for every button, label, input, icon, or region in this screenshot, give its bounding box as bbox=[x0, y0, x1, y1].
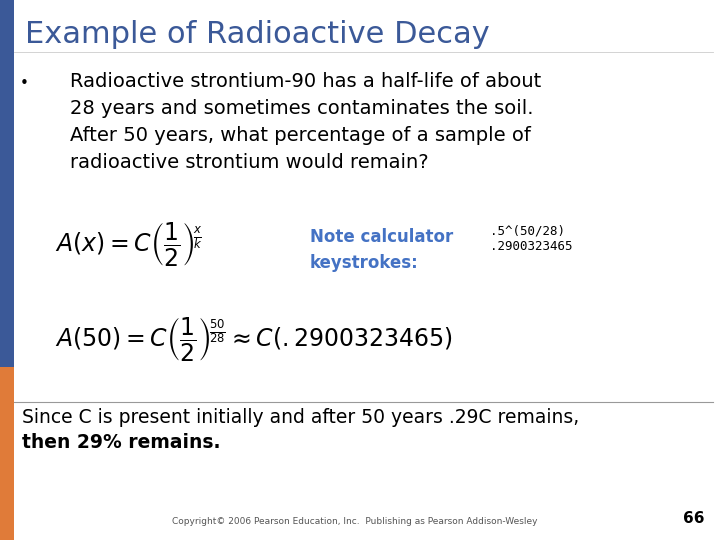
Text: Copyright© 2006 Pearson Education, Inc.  Publishing as Pearson Addison-Wesley: Copyright© 2006 Pearson Education, Inc. … bbox=[172, 517, 538, 526]
Text: $A(50) = C\left(\dfrac{1}{2}\right)^{\!\frac{50}{28}} \approx C(.2900323465)$: $A(50) = C\left(\dfrac{1}{2}\right)^{\!\… bbox=[55, 315, 453, 363]
Text: •: • bbox=[20, 76, 29, 91]
Text: Note calculator
keystrokes:: Note calculator keystrokes: bbox=[310, 228, 454, 272]
Text: .5^(50/28): .5^(50/28) bbox=[490, 225, 565, 238]
Text: then 29% remains.: then 29% remains. bbox=[22, 433, 220, 452]
Text: $A(x) = C\left(\dfrac{1}{2}\right)^{\!\frac{x}{k}}$: $A(x) = C\left(\dfrac{1}{2}\right)^{\!\f… bbox=[55, 220, 202, 268]
Text: Radioactive strontium-90 has a half-life of about: Radioactive strontium-90 has a half-life… bbox=[70, 72, 541, 91]
Text: 28 years and sometimes contaminates the soil.: 28 years and sometimes contaminates the … bbox=[70, 99, 534, 118]
Text: After 50 years, what percentage of a sample of: After 50 years, what percentage of a sam… bbox=[70, 126, 531, 145]
Text: radioactive strontium would remain?: radioactive strontium would remain? bbox=[70, 153, 428, 172]
Text: .2900323465: .2900323465 bbox=[490, 240, 572, 253]
Bar bbox=[0, 0, 14, 367]
Text: Since C is present initially and after 50 years .29C remains,: Since C is present initially and after 5… bbox=[22, 408, 580, 427]
Text: 66: 66 bbox=[683, 511, 705, 526]
Text: Example of Radioactive Decay: Example of Radioactive Decay bbox=[25, 20, 490, 49]
Bar bbox=[0, 367, 14, 540]
